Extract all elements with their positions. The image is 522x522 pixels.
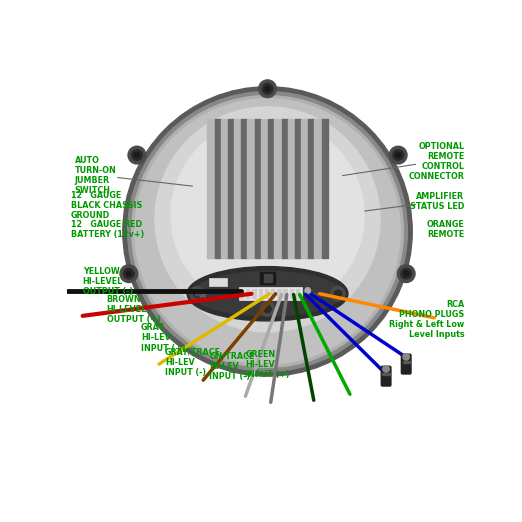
Bar (241, 119, 247, 257)
Bar (288, 119, 295, 257)
Text: RCA
PHONO PLUGS
Right & Left Low
Level Inputs: RCA PHONO PLUGS Right & Left Low Level I… (389, 300, 465, 339)
Circle shape (171, 119, 364, 312)
Circle shape (132, 150, 142, 160)
Bar (383, 373, 390, 375)
Text: GRAY
HI-LEV
INPUT (+): GRAY HI-LEV INPUT (+) (141, 324, 185, 352)
Circle shape (262, 84, 273, 94)
Circle shape (265, 86, 270, 91)
Bar (271, 289, 276, 299)
Circle shape (397, 265, 415, 282)
Bar (252, 289, 257, 299)
Bar (234, 119, 241, 257)
Text: YELLOW
HI-LEVEL
OUTPUT (-): YELLOW HI-LEVEL OUTPUT (-) (82, 267, 133, 296)
Circle shape (401, 268, 411, 279)
Bar (283, 289, 288, 299)
Ellipse shape (193, 271, 342, 316)
Bar (207, 119, 215, 257)
Text: I-WIE: I-WIE (195, 293, 207, 298)
Bar (265, 289, 269, 299)
Bar (274, 119, 281, 257)
Bar (209, 278, 227, 286)
Text: ORANGE
REMOTE: ORANGE REMOTE (426, 220, 465, 239)
Circle shape (334, 290, 341, 298)
Bar (322, 119, 328, 257)
Circle shape (194, 290, 201, 298)
Bar (261, 119, 268, 257)
Circle shape (330, 287, 345, 301)
Bar (258, 289, 263, 299)
Text: 12   GAUGE
BLACK CHASSIS
GROUND: 12 GAUGE BLACK CHASSIS GROUND (70, 191, 142, 220)
Bar (264, 274, 271, 282)
Bar (281, 119, 288, 257)
Circle shape (264, 305, 271, 313)
Bar (221, 119, 228, 257)
Circle shape (260, 302, 275, 316)
Bar (296, 289, 300, 299)
Bar (290, 289, 294, 299)
Text: 12   GAUGE RED
BATTERY (12v+): 12 GAUGE RED BATTERY (12v+) (70, 220, 144, 239)
Bar (228, 119, 234, 257)
Text: AUTO
TURN-ON
JUMBER
SWITCH: AUTO TURN-ON JUMBER SWITCH (75, 156, 116, 195)
Circle shape (190, 287, 205, 301)
Bar (247, 119, 255, 257)
Circle shape (404, 271, 409, 276)
Bar (314, 119, 322, 257)
FancyBboxPatch shape (381, 366, 391, 386)
Text: GRAY/TRACE
HI-LEV
INPUT (-): GRAY/TRACE HI-LEV INPUT (-) (165, 348, 221, 377)
Circle shape (396, 152, 400, 158)
Circle shape (135, 152, 139, 158)
Circle shape (128, 146, 146, 164)
Text: GN/TRACE
HI-LEV
INPUT (-): GN/TRACE HI-LEV INPUT (-) (209, 351, 255, 381)
Text: AMPLIFIER
STATUS LED: AMPLIFIER STATUS LED (410, 192, 465, 211)
Circle shape (126, 271, 131, 276)
Circle shape (128, 91, 407, 371)
Circle shape (383, 366, 389, 372)
Bar (277, 289, 282, 299)
Bar (260, 271, 275, 284)
Bar (268, 119, 274, 257)
Bar (255, 119, 261, 257)
Circle shape (389, 146, 407, 164)
Circle shape (259, 80, 276, 98)
Bar (402, 361, 410, 363)
Text: OPTIONAL
REMOTE
CONTROL
CONNECTOR: OPTIONAL REMOTE CONTROL CONNECTOR (409, 141, 465, 181)
Bar (295, 119, 301, 257)
Circle shape (305, 288, 311, 293)
Circle shape (124, 268, 134, 279)
Text: BROWN
HI-LEVEL
OUTPUT (+): BROWN HI-LEVEL OUTPUT (+) (107, 295, 160, 324)
Bar (309, 119, 314, 257)
Ellipse shape (187, 267, 348, 321)
Bar (246, 289, 251, 299)
Text: GREEN
HI-LEV
INPUT (+): GREEN HI-LEV INPUT (+) (245, 350, 290, 379)
Bar (240, 287, 302, 300)
Bar (240, 289, 244, 299)
Circle shape (155, 107, 380, 332)
Circle shape (393, 150, 404, 160)
Bar (301, 119, 309, 257)
Bar (215, 119, 221, 257)
FancyBboxPatch shape (401, 354, 411, 374)
Circle shape (403, 353, 409, 360)
Text: I/II: I/II (313, 293, 319, 298)
Circle shape (132, 96, 404, 367)
Circle shape (123, 87, 412, 376)
Circle shape (120, 265, 138, 282)
Circle shape (135, 99, 400, 364)
